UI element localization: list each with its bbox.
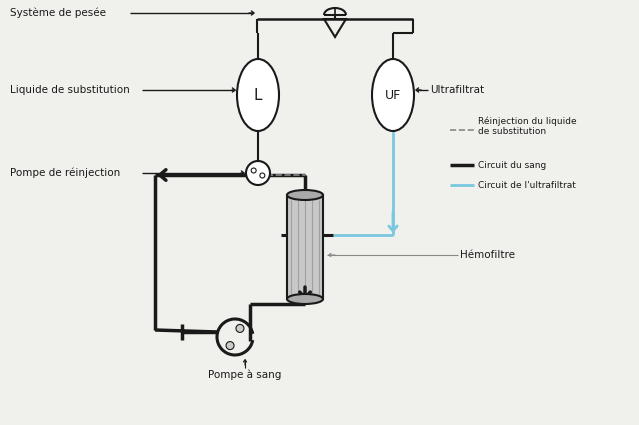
Text: L: L	[254, 88, 262, 102]
Text: Hémofiltre: Hémofiltre	[460, 250, 515, 260]
Circle shape	[226, 342, 234, 350]
Text: Ultrafiltrat: Ultrafiltrat	[430, 85, 484, 95]
Ellipse shape	[287, 190, 323, 200]
Ellipse shape	[287, 294, 323, 304]
Text: Réinjection du liquide
de substitution: Réinjection du liquide de substitution	[478, 116, 576, 136]
Circle shape	[251, 168, 256, 173]
Ellipse shape	[372, 59, 414, 131]
Circle shape	[260, 173, 265, 178]
Text: Système de pesée: Système de pesée	[10, 8, 106, 18]
Circle shape	[246, 161, 270, 185]
Text: Pompe à sang: Pompe à sang	[208, 370, 282, 380]
Circle shape	[236, 324, 244, 332]
Ellipse shape	[237, 59, 279, 131]
Text: Pompe de réinjection: Pompe de réinjection	[10, 168, 120, 178]
Text: Liquide de substitution: Liquide de substitution	[10, 85, 130, 95]
Text: Circuit du sang: Circuit du sang	[478, 161, 546, 170]
Text: UF: UF	[385, 88, 401, 102]
Text: Circuit de l'ultrafiltrat: Circuit de l'ultrafiltrat	[478, 181, 576, 190]
Bar	[287, 195, 323, 299]
